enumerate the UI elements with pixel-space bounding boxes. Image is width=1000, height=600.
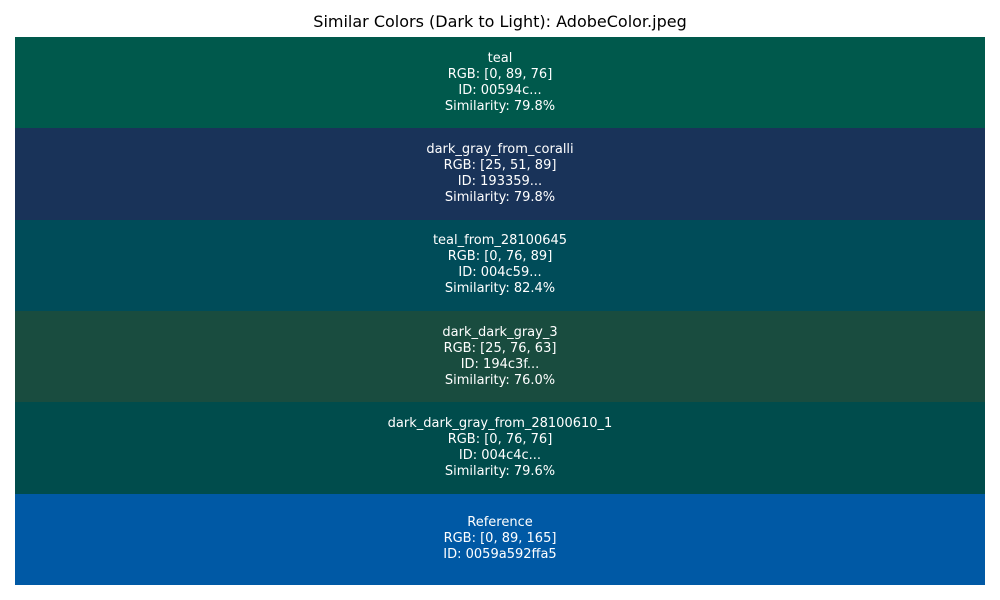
swatch-similarity: Similarity: 79.8% xyxy=(444,98,556,114)
swatch-id: ID: 193359... xyxy=(457,173,543,189)
swatch-rgb: RGB: [0, 89, 76] xyxy=(447,66,553,82)
color-swatch-5: Reference RGB: [0, 89, 165] ID: 0059a592ff… xyxy=(15,493,985,585)
color-swatch-1: dark_gray_from_coralli RGB: [25, 51, 89] I… xyxy=(15,128,985,220)
color-swatch-0: teal RGB: [0, 89, 76] ID: 00594c... Similar… xyxy=(15,37,985,129)
swatch-rgb: RGB: [25, 51, 89] xyxy=(443,157,557,173)
swatch-id: ID: 004c4c... xyxy=(458,447,542,463)
swatch-similarity: Similarity: 82.4% xyxy=(444,281,556,297)
swatch-name: dark_dark_gray_3 xyxy=(442,324,558,340)
color-swatch-stack: teal RGB: [0, 89, 76] ID: 00594c... Similar… xyxy=(15,37,985,585)
swatch-name: teal_from_28100645 xyxy=(432,233,568,249)
swatch-rgb: RGB: [0, 76, 76] xyxy=(447,431,553,447)
color-swatch-4: dark_dark_gray_from_28100610_1 RGB: [0, 7… xyxy=(15,402,985,494)
swatch-id: ID: 0059a592ffa5 xyxy=(443,547,557,563)
swatch-rgb: RGB: [25, 76, 63] xyxy=(443,340,557,356)
swatch-id: ID: 004c59... xyxy=(458,265,542,281)
color-swatch-3: dark_dark_gray_3 RGB: [25, 76, 63] ID: 194… xyxy=(15,311,985,403)
swatch-name: Reference xyxy=(467,515,533,531)
swatch-similarity: Similarity: 79.8% xyxy=(444,189,556,205)
swatch-id: ID: 00594c... xyxy=(458,82,542,98)
swatch-similarity: Similarity: 79.6% xyxy=(444,463,556,479)
swatch-rgb: RGB: [0, 89, 165] xyxy=(443,531,557,547)
swatch-name: teal xyxy=(487,50,513,66)
swatch-rgb: RGB: [0, 76, 89] xyxy=(447,249,553,265)
swatch-id: ID: 194c3f... xyxy=(460,356,540,372)
swatch-similarity: Similarity: 76.0% xyxy=(444,372,556,388)
swatch-name: dark_gray_from_coralli xyxy=(426,141,574,157)
swatch-name: dark_dark_gray_from_28100610_1 xyxy=(387,415,613,431)
color-swatch-2: teal_from_28100645 RGB: [0, 76, 89] ID: 00… xyxy=(15,219,985,311)
chart-title: Similar Colors (Dark to Light): AdobeCol… xyxy=(313,12,687,31)
